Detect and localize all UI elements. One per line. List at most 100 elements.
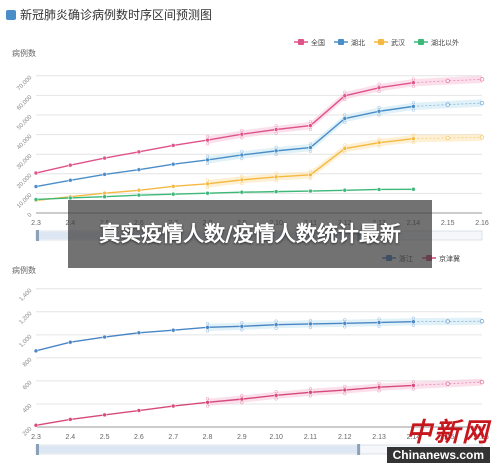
data-point [273,189,279,194]
title-row: 新冠肺炎确诊病例数时序区间预测图 [6,6,212,23]
interval-upper-point [377,137,381,141]
data-point [136,149,142,155]
interval-upper-point [343,90,347,94]
interval-lower-point [343,392,347,396]
data-point [68,339,73,345]
series-line [35,321,414,352]
interval-lower-point [308,149,313,153]
data-point [205,400,210,405]
data-point [68,417,73,422]
data-point [33,184,39,189]
overlay-text: 真实疫情人数/疫情人数统计最新 [99,222,401,246]
data-point [376,85,382,91]
interval-lower-point [308,176,313,181]
interval-lower-point [308,127,313,131]
data-point [411,187,416,192]
data-point [68,178,73,183]
data-point [342,321,348,326]
data-point [102,334,107,340]
data-point [170,184,176,189]
interval-upper-point [308,387,313,391]
y-axis-label: 病例数 [12,265,36,275]
y-tick-label: 20,000 [16,173,34,191]
interval-band [207,99,483,164]
x-tick-label: 2.15 [441,434,455,441]
data-point [239,177,245,183]
data-point [170,327,176,333]
interval-lower-point [240,136,244,140]
interval-upper-point [377,381,381,386]
data-point [376,384,382,390]
interval-upper-point [274,145,278,149]
data-point [308,188,313,194]
forecast-line [413,102,483,107]
interval-lower-point [411,387,415,391]
forecast-point [479,77,485,82]
forecast-line [413,381,483,386]
interval-lower-point [377,89,381,94]
watermark-cn: 中新网 [405,418,490,448]
data-point [308,172,313,178]
interval-lower-point [274,131,278,135]
interval-upper-point [411,316,415,320]
y-tick-label: 200 [22,426,34,438]
forecast-point [445,78,450,84]
data-point [102,412,107,418]
forecast-point [445,381,450,386]
interval-lower-point [343,97,347,102]
zoom-slider-handle-right[interactable] [357,444,361,455]
interval-lower-point [274,397,278,401]
data-point [102,172,107,177]
data-point [273,322,279,327]
data-point [170,403,176,409]
x-tick-label: 2.4 [65,434,75,441]
legend-item[interactable]: 全国 [294,38,325,47]
interval-lower-point [240,328,244,332]
interval-upper-point [240,149,244,153]
interval-lower-point [377,389,381,393]
data-point [205,181,210,187]
interval-upper-point [411,77,415,81]
legend-marker [338,39,344,45]
interval-lower-point [240,157,244,161]
interval-lower-point [205,329,210,333]
data-point [102,155,107,161]
overlay-banner: 真实疫情人数/疫情人数统计最新 [68,200,432,268]
legend-item[interactable]: 湖北以外 [414,38,459,47]
x-tick-label: 2.10 [269,434,283,441]
chart-title-icon [6,9,16,20]
y-tick-label: 1,400 [19,287,34,302]
data-point [205,190,210,196]
legend-marker [378,39,384,45]
legend-item[interactable]: 湖北 [334,38,365,47]
series-line [35,81,414,174]
data-point [273,127,279,132]
forecast-point [479,379,485,385]
zoom-slider-handle-left[interactable] [36,444,39,455]
interval-lower-point [205,404,210,408]
y-tick-label: 70,000 [16,75,34,93]
interval-lower-point [411,140,415,144]
interval-upper-point [308,169,313,173]
zoom-slider-window[interactable] [38,446,360,453]
data-point [273,174,279,180]
zoom-slider-handle-left[interactable] [36,230,39,241]
legend-item[interactable]: 武汉 [374,38,405,47]
x-tick-label: 2.15 [441,220,455,227]
x-tick-label: 2.11 [304,434,317,441]
legend-marker [298,39,304,45]
interval-lower-point [308,325,313,330]
series-line [35,138,414,202]
forecast-point [479,135,485,140]
interval-upper-point [377,106,381,110]
interval-upper-point [205,322,210,326]
x-tick-label: 2.3 [31,434,41,441]
data-point [33,423,39,428]
interval-upper-point [308,318,313,322]
interval-lower-point [343,120,347,124]
interval-lower-point [205,185,210,190]
interval-upper-point [411,101,415,105]
data-point [376,187,382,192]
forecast-point [479,100,485,106]
